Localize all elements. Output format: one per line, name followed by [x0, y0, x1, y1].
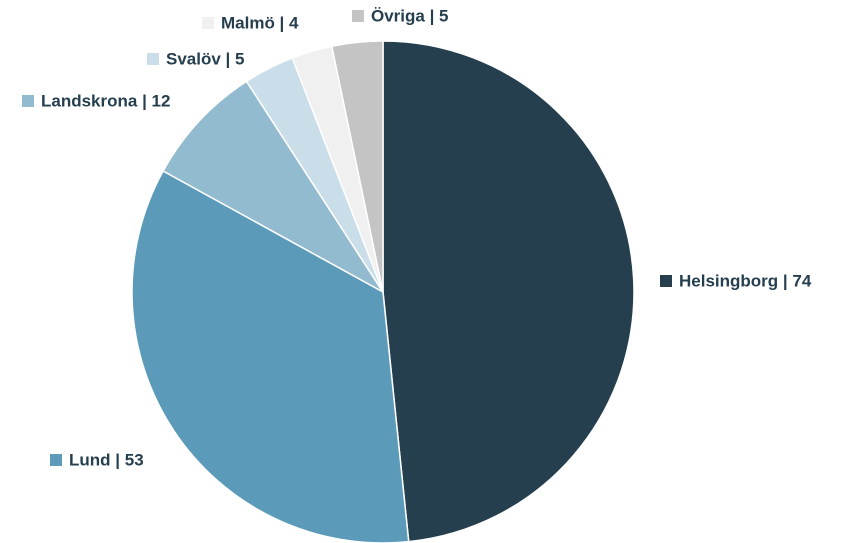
pie-slice — [162, 80, 384, 293]
slice-label: Övriga | 5 — [371, 6, 449, 25]
legend-swatch — [352, 10, 364, 22]
slice-label: Malmö | 4 — [221, 13, 299, 32]
slice-label: Svalöv | 5 — [166, 49, 244, 68]
pie-slice — [131, 169, 410, 543]
slice-label: Landskrona | 12 — [41, 91, 170, 110]
legend-swatch — [202, 17, 214, 29]
pie-slice — [330, 40, 384, 293]
pie-slice — [382, 40, 635, 543]
legend-swatch — [660, 275, 672, 287]
legend-swatch — [147, 53, 159, 65]
slice-label: Lund | 53 — [69, 450, 144, 469]
legend-swatch — [22, 95, 34, 107]
legend-swatch — [50, 454, 62, 466]
slice-label: Helsingborg | 74 — [679, 271, 812, 290]
